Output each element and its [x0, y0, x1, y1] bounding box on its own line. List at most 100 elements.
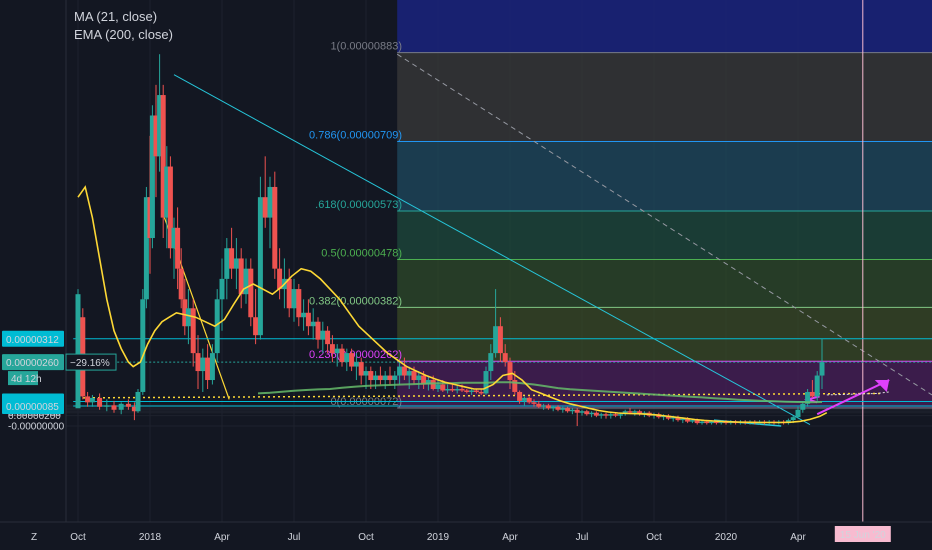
candle-body: [670, 417, 676, 419]
candle-body: [718, 421, 724, 424]
x-tick-label: 2019: [427, 532, 450, 543]
candle-body: [512, 380, 518, 392]
fib-zone: [397, 307, 932, 362]
candle-body: [157, 95, 163, 157]
candle-body: [305, 312, 311, 327]
y-tick-label: 0.00000200: [8, 411, 61, 422]
y-axis-panel: [0, 0, 66, 550]
ema200-line: [257, 381, 823, 404]
candle-body: [97, 397, 103, 407]
magenta-arrow-line: [816, 379, 890, 416]
candle-body: [459, 389, 465, 391]
fib-zone: [397, 210, 932, 260]
candle-body: [617, 414, 623, 416]
candle-body: [85, 396, 91, 403]
y-tick-label: -0.00000000: [8, 422, 65, 433]
candle-body: [382, 375, 388, 381]
candle-body: [175, 227, 181, 269]
x-tick-label: Oct: [70, 532, 86, 543]
candle-body: [185, 308, 191, 327]
candle-body: [377, 375, 383, 381]
candle-body: [238, 258, 244, 295]
candle-body: [541, 405, 547, 407]
fib-zone: [397, 259, 932, 308]
candle-body: [89, 397, 95, 403]
price-badge: [2, 354, 64, 371]
candle-body: [589, 412, 595, 415]
candle-body: [608, 414, 614, 416]
candle-body: [555, 406, 561, 410]
magenta-arrow-head: [874, 380, 890, 392]
candle-body: [493, 326, 499, 354]
candle-body: [140, 299, 146, 392]
candle-body: [143, 197, 149, 300]
candle-body: [296, 289, 302, 318]
candle-body: [593, 412, 599, 416]
candle-body: [219, 278, 225, 300]
candle-body: [262, 197, 268, 218]
candle-body: [118, 403, 124, 410]
candle-body: [531, 402, 537, 404]
candle-body: [713, 421, 719, 424]
price-badge-text: 0.00000085: [6, 402, 59, 413]
candle-body: [243, 268, 249, 295]
candle-body: [75, 294, 81, 409]
candle-body: [502, 353, 508, 363]
candle-body: [665, 415, 671, 419]
candle-body: [182, 299, 188, 327]
fib-zone-top: [397, 0, 932, 53]
candle-body: [291, 289, 297, 309]
candle-body: [195, 353, 201, 372]
candle-body: [445, 389, 451, 391]
candle-body: [392, 375, 398, 381]
candle-body: [344, 353, 350, 363]
x-tick-label: Jul: [288, 532, 301, 543]
price-badge-text: 0.00000260: [6, 358, 59, 369]
candle-body: [411, 371, 417, 381]
candle-body: [689, 420, 695, 422]
x-tick-label: Apr: [502, 532, 518, 543]
countdown-badge: [8, 371, 38, 386]
candle-body: [790, 417, 796, 421]
fib-level-label: 0.382(0.00000382): [309, 295, 402, 307]
candle-body: [153, 115, 159, 157]
candle-body: [358, 362, 364, 376]
price-badge-text: 0.00000312: [6, 335, 59, 346]
candle-body: [579, 411, 585, 413]
candle-body: [536, 403, 542, 407]
candle-body: [805, 391, 811, 404]
candle-body: [680, 418, 686, 421]
candle-body: [190, 308, 196, 354]
candle-body: [550, 406, 556, 409]
candle-body: [814, 375, 820, 397]
candle-body: [637, 411, 643, 415]
candle-body: [416, 375, 422, 381]
candle-body: [584, 411, 590, 415]
candle-body: [478, 391, 484, 394]
candle-body: [363, 371, 369, 376]
candle-body: [349, 353, 355, 367]
legend-ma21[interactable]: MA (21, close): [74, 9, 158, 24]
projection-dotted: [826, 391, 890, 396]
candle-body: [440, 384, 446, 391]
candle-body: [560, 408, 566, 410]
candle-body: [521, 397, 527, 401]
candle-body: [565, 408, 571, 412]
price-badge: [2, 330, 64, 347]
candle-body: [286, 278, 292, 309]
price-badge: [2, 398, 64, 415]
candle-body: [320, 330, 326, 340]
candle-body: [694, 420, 700, 424]
candle-body: [248, 268, 254, 318]
candle-body: [526, 397, 532, 403]
change-badge-text: −29.16%: [70, 358, 110, 369]
fib-level-label: 0.786(0.00000709): [309, 130, 402, 142]
corner-logo-icon: Z: [31, 532, 37, 543]
candle-body: [545, 405, 551, 409]
legend-ema200[interactable]: EMA (200, close): [74, 27, 173, 42]
x-tick-label: Oct: [646, 532, 662, 543]
candle-body: [449, 389, 455, 391]
x-tick-label: Apr: [214, 532, 230, 543]
candle-body: [454, 389, 460, 391]
